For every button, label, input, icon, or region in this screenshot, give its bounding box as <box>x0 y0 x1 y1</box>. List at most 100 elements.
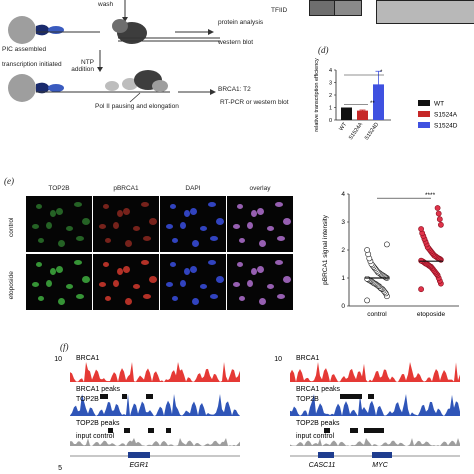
y-tick-label: 2 <box>329 93 332 99</box>
track-label-brca1-peaks: BRCA1 peaks <box>296 386 340 393</box>
y-tick-label: 1 <box>341 275 345 282</box>
nucleus <box>283 276 291 283</box>
top2b-peak <box>364 428 384 433</box>
tfiid-label: TFIID <box>271 7 288 14</box>
micrograph-etoposide-pbrca1 <box>93 254 159 310</box>
top2b-track <box>290 394 460 416</box>
nucleus <box>103 262 109 267</box>
sig-star: * <box>380 70 383 76</box>
pbrca1-intensity-chart: 0 1 2 3 4 pBRCA1 signal intensity control etopo… <box>322 191 459 318</box>
nucleus <box>50 210 56 217</box>
brca1-peak <box>368 394 374 399</box>
nucleus <box>141 260 149 265</box>
micrograph-control-pbrca1 <box>93 196 159 252</box>
blot-gel-image <box>376 0 474 24</box>
column-label-pbrca1: pBRCA1 <box>113 185 139 192</box>
column-label-dapi: DAPI <box>185 185 201 192</box>
nucleus <box>275 202 283 207</box>
nucleus <box>166 282 173 287</box>
row-label-etoposide: etoposide <box>7 271 15 300</box>
track-label-brca1: BRCA1 <box>296 355 319 362</box>
data-point-control <box>384 241 390 248</box>
nucleus <box>172 238 178 243</box>
casc11-gene <box>318 452 334 458</box>
nucleus <box>99 224 106 229</box>
rtpcr-label: RT-PCR or western blot <box>220 99 289 106</box>
nucleus <box>133 226 140 231</box>
panel-d-letter: (d) <box>318 45 329 55</box>
nucleus <box>76 294 84 299</box>
data-point-etoposide <box>436 216 443 223</box>
top2b-peak <box>324 428 330 433</box>
nucleus <box>66 226 73 231</box>
nucleus <box>257 266 264 273</box>
nucleus <box>36 262 42 267</box>
nucleus <box>32 282 39 287</box>
nucleus <box>233 282 240 287</box>
track-scale: 5 <box>58 465 62 472</box>
bar-s1524a <box>357 110 368 120</box>
nucleus <box>56 266 63 273</box>
nucleus <box>239 238 245 243</box>
column-label-overlay: overlay <box>249 185 271 192</box>
nucleus <box>113 280 119 287</box>
nucleus <box>200 284 207 289</box>
nucleus <box>267 284 274 289</box>
sig-star: **** <box>425 192 436 199</box>
nucleus <box>216 218 224 225</box>
panel-e-letter: (e) <box>4 176 14 186</box>
nucleus <box>125 240 132 247</box>
nucleus <box>123 208 130 215</box>
y-axis-title: relative transcription efficiency <box>314 58 320 132</box>
nucleus <box>82 218 90 225</box>
nucleus <box>216 276 224 283</box>
input-track <box>290 438 460 446</box>
nucleus <box>113 222 119 229</box>
nucleus <box>237 262 243 267</box>
tfiid-shape <box>36 24 50 36</box>
nucleus <box>283 218 291 225</box>
nucleus <box>76 236 84 241</box>
nucleus <box>180 222 186 229</box>
gene-label-egr1: EGR1 <box>129 462 148 469</box>
x-tick-label: S1524D <box>364 122 380 142</box>
brca1-peak <box>100 394 108 399</box>
micrograph-control-overlay <box>227 196 293 252</box>
nucleus <box>208 260 216 265</box>
x-tick-label: WT <box>338 121 348 132</box>
gene-label-casc11: CASC11 <box>309 462 336 469</box>
nucleus <box>200 226 207 231</box>
nucleus <box>277 236 285 241</box>
top2b-peak <box>108 428 113 433</box>
nucleus <box>58 298 65 305</box>
track-scale: 10 <box>54 356 62 363</box>
micrograph-etoposide-top2b <box>26 254 92 310</box>
pol-ii-label: Pol II pausing and elongation <box>95 103 179 110</box>
brca1-peak <box>340 394 362 399</box>
pic-complex-shape <box>8 16 36 44</box>
track-label-top2b-peaks: TOP2B peaks <box>76 420 120 427</box>
transcription-efficiency-chart: 0 1 2 3 4 relative transcription efficiency WT… <box>314 58 458 142</box>
nucleus <box>103 204 109 209</box>
bar-wt <box>341 107 352 120</box>
micrograph-etoposide-overlay <box>227 254 293 310</box>
x-tick-label: etoposide <box>417 311 446 318</box>
y-tick-label: 3 <box>329 81 332 87</box>
y-tick-label: 3 <box>341 219 345 226</box>
activator-shape <box>48 26 64 34</box>
transcription-schematic <box>8 0 220 103</box>
micrograph-control-top2b <box>26 196 92 252</box>
transcription-label: transcription initiated <box>2 61 62 68</box>
brca1-peak <box>146 394 153 399</box>
y-tick-label: 4 <box>329 68 332 74</box>
x-tick-label: S1524A <box>348 121 364 141</box>
nucleus <box>210 236 218 241</box>
nucleus <box>117 268 123 275</box>
track-label-input: input control <box>296 433 335 440</box>
nucleus <box>259 298 266 305</box>
nucleus <box>233 224 240 229</box>
data-point-control <box>364 247 370 253</box>
nucleus <box>184 268 190 275</box>
nucleus <box>123 266 130 273</box>
top2b-track <box>70 394 240 416</box>
